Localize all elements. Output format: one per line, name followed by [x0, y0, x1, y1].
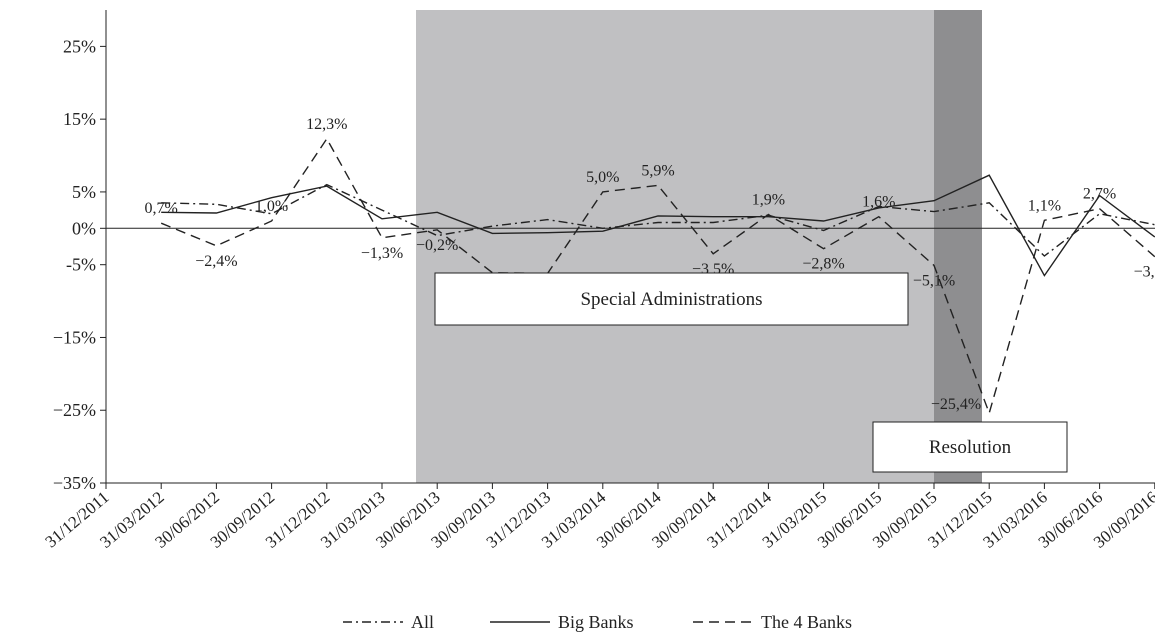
region-box	[434, 272, 909, 326]
legend-label: Big Banks	[558, 612, 634, 632]
region-label: Special Administrations	[580, 289, 762, 310]
y-tick-label: −15%	[53, 327, 96, 347]
y-tick-label: 5%	[72, 182, 96, 202]
data-label: −25,4%	[931, 396, 981, 413]
region-box	[872, 421, 1068, 473]
series-line	[161, 174, 1155, 277]
data-label: 1,9%	[752, 191, 785, 208]
data-label: −2,8%	[802, 256, 844, 273]
y-tick-label: −35%	[53, 473, 96, 493]
region-label: Resolution	[929, 437, 1012, 458]
region-band	[416, 10, 934, 483]
data-label: 1,1%	[1028, 197, 1061, 214]
series-line	[161, 183, 1155, 257]
data-label: 5,0%	[586, 169, 619, 186]
legend-label: The 4 Banks	[761, 612, 852, 632]
data-label: −3,9%	[1134, 264, 1155, 281]
y-tick-label: 15%	[63, 109, 96, 129]
data-label: −1,3%	[361, 245, 403, 262]
data-label: 2,7%	[1083, 186, 1116, 203]
legend-label: All	[411, 612, 434, 632]
region-band	[934, 10, 982, 483]
data-label: 5,9%	[641, 162, 674, 179]
y-tick-label: 25%	[63, 36, 96, 56]
y-tick-label: 0%	[72, 218, 96, 238]
y-tick-label: -5%	[66, 255, 96, 275]
data-label: 1,6%	[862, 194, 895, 211]
data-label: −5,1%	[913, 272, 955, 289]
data-label: 0,7%	[145, 200, 178, 217]
data-label: 12,3%	[306, 116, 347, 133]
y-tick-label: −25%	[53, 400, 96, 420]
data-label: −2,4%	[195, 253, 237, 270]
data-label: −0,2%	[416, 237, 458, 254]
data-label: 1,0%	[255, 198, 288, 215]
